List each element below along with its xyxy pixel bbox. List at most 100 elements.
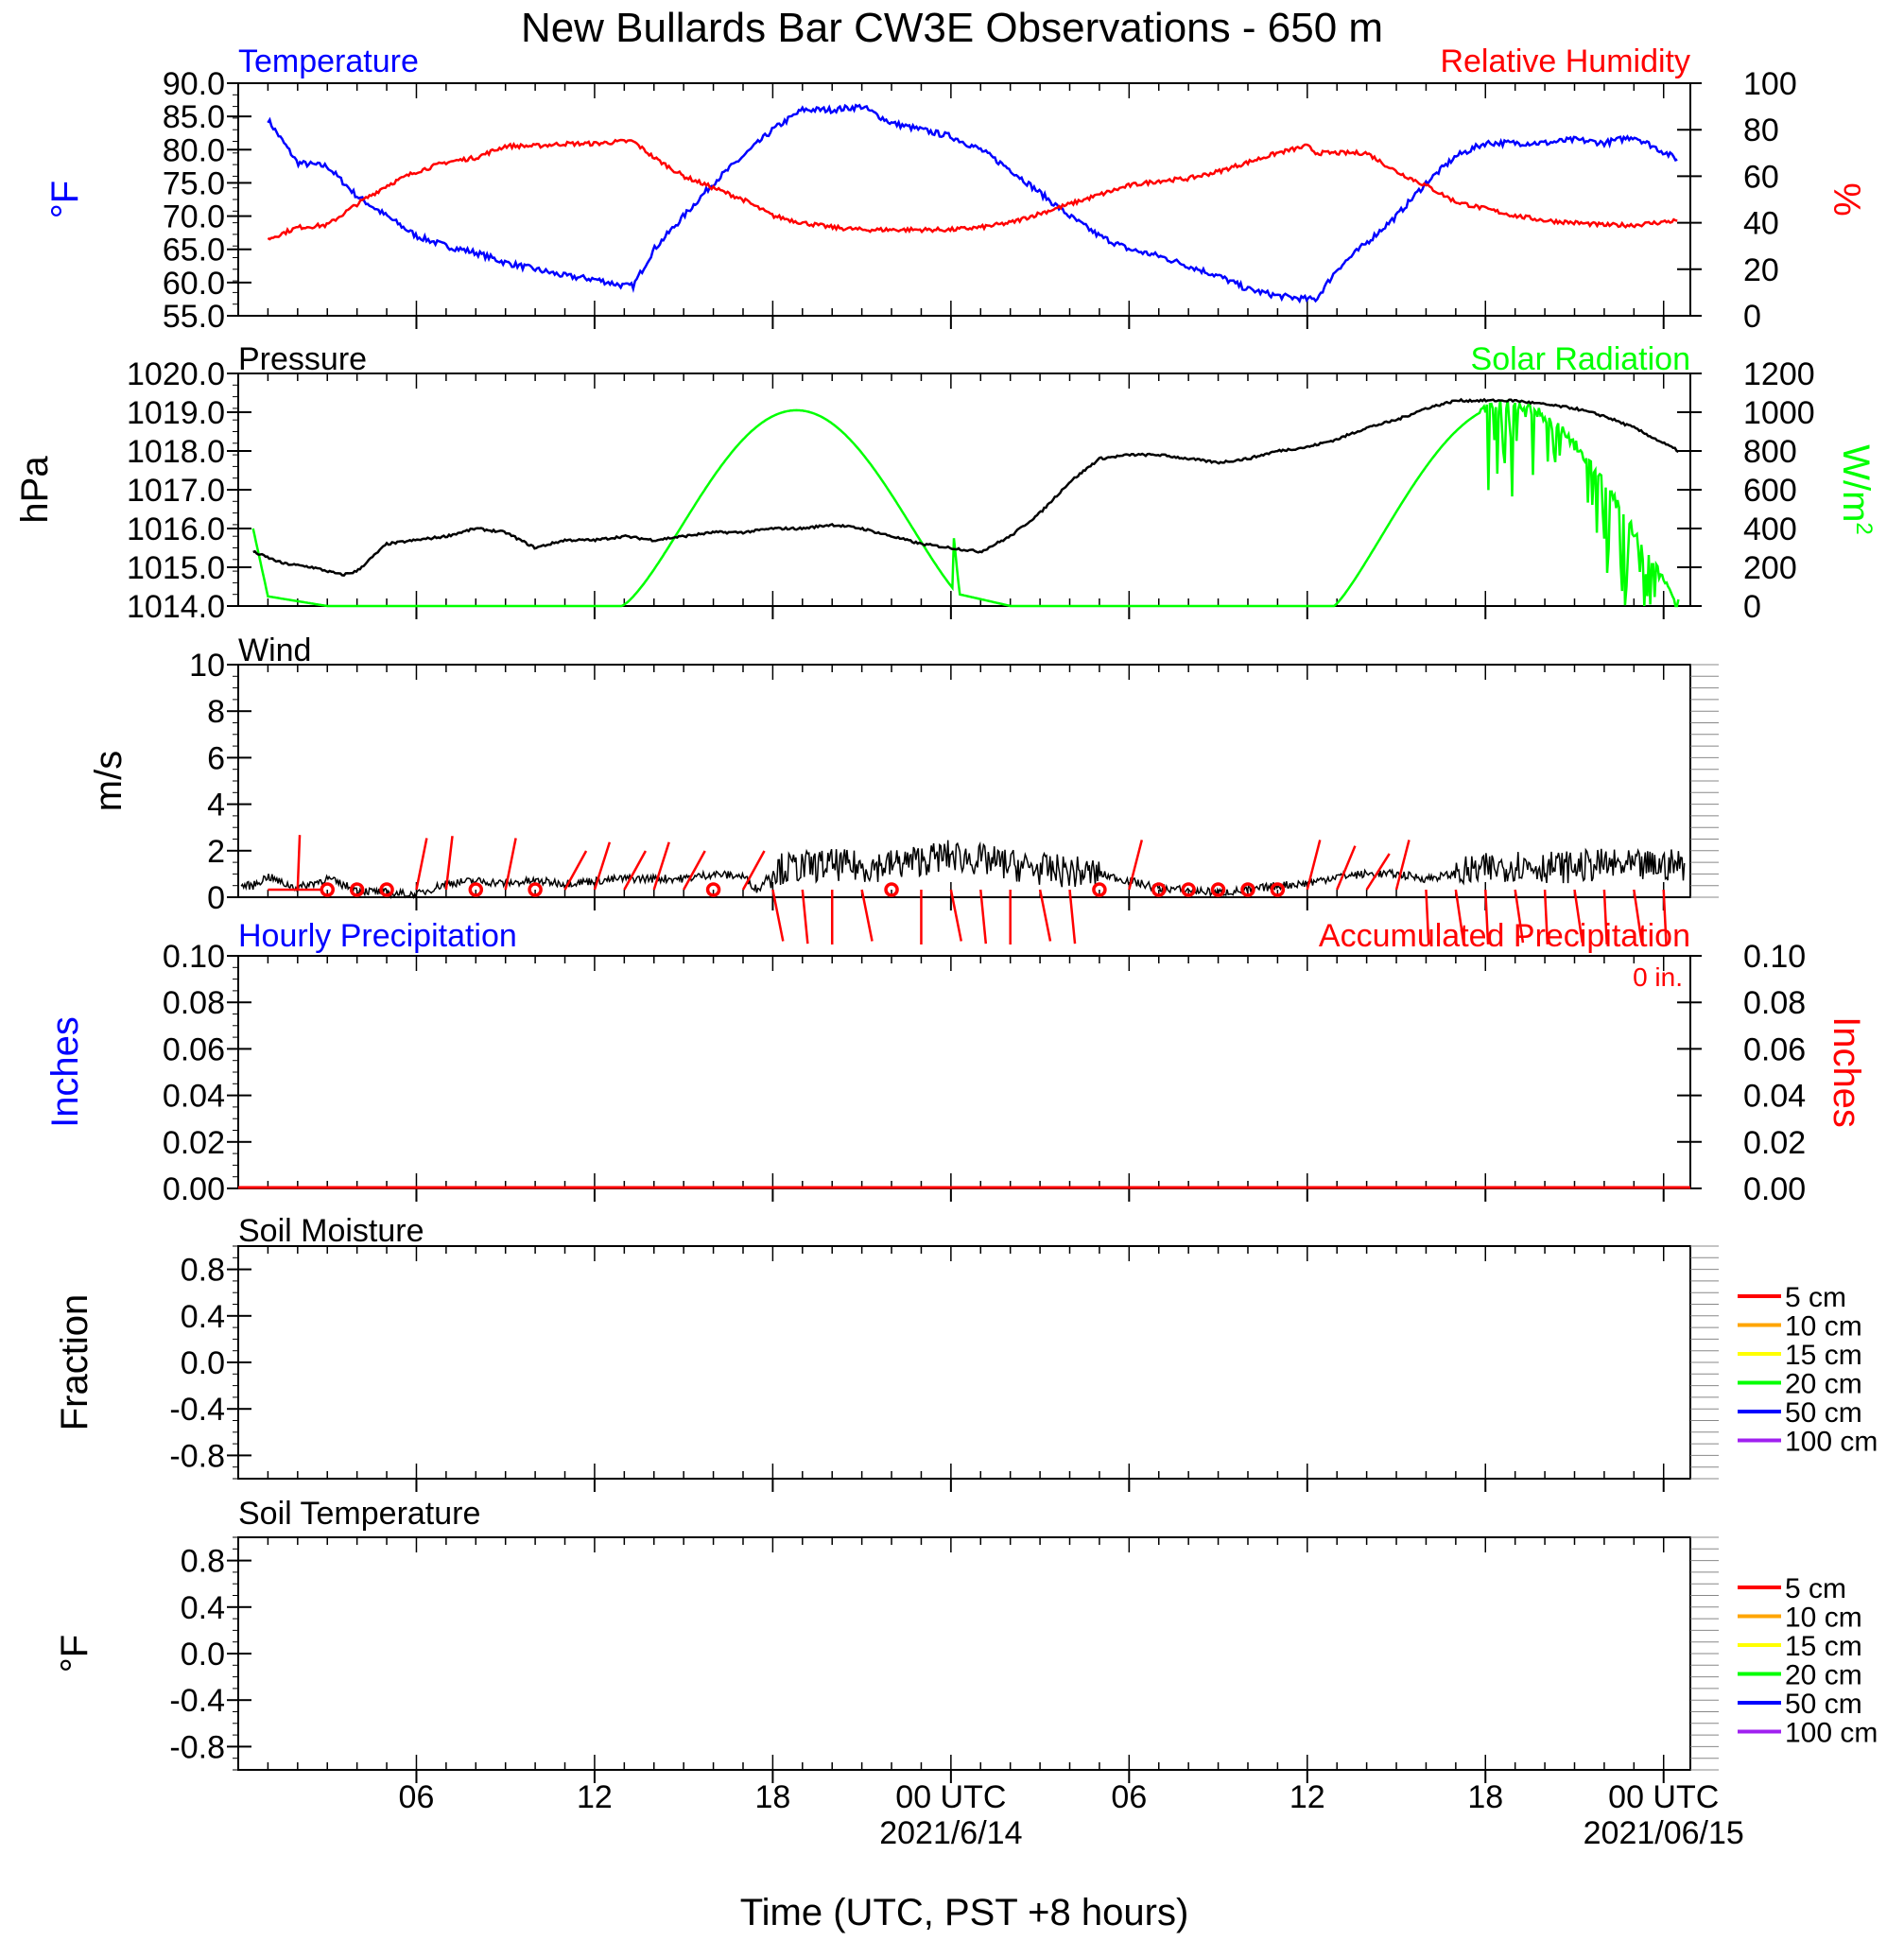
calm-wind-marker	[1240, 882, 1255, 897]
y-tick-label: -0.8	[169, 1729, 225, 1765]
calm-wind-marker	[320, 882, 335, 897]
panel-frame	[237, 1536, 1691, 1771]
y-tick-label-right: 800	[1743, 434, 1797, 470]
wind-barb	[683, 850, 706, 891]
panel-soil-temp: Soil Temperature °F -0.8 -0.4 0.0 0.4 0.8 5 …	[54, 1496, 1878, 1783]
calm-wind-marker	[1270, 882, 1286, 897]
x-tick-label: 00 UTC	[895, 1779, 1006, 1815]
y-tick-label-right: 0.10	[1743, 939, 1806, 975]
solar-title: Solar Radiation	[1471, 341, 1690, 377]
wind-barb	[444, 836, 454, 891]
temperature-axis-label: °F	[44, 181, 86, 218]
wind-barb	[1602, 889, 1608, 945]
y-tick-label: 0.0	[181, 1345, 225, 1381]
wind-barb	[1633, 889, 1643, 944]
calm-wind-marker	[379, 882, 394, 897]
wind-barb	[1128, 840, 1144, 891]
wind-barb	[415, 838, 428, 891]
y-tick-label: 0.04	[163, 1079, 225, 1115]
x-tick-label: 06	[1111, 1779, 1147, 1815]
legend-label: 20 cm	[1785, 1369, 1862, 1400]
y-tick-label-right: 100	[1743, 66, 1797, 102]
hourly-precip-tick-labels: 0.00 0.02 0.04 0.06 0.08 0.10	[163, 939, 251, 1207]
y-tick-label: 4	[207, 788, 225, 823]
soil-moisture-axis-label: Fraction	[54, 1294, 95, 1431]
y-tick-label: 60.0	[163, 266, 225, 302]
humidity-tick-labels: 0 20 40 60 80 100	[1677, 66, 1797, 335]
wind-barb	[1394, 840, 1411, 891]
calm-wind-marker	[1151, 882, 1167, 897]
temperature-tick-labels: 55.060.065.070.075.080.085.090.0	[163, 66, 251, 335]
y-tick-label: 0.8	[181, 1544, 225, 1580]
legend-label: 20 cm	[1785, 1660, 1862, 1691]
y-tick-label: 0.08	[163, 985, 225, 1021]
solar-axis-label: W/m2	[1835, 444, 1877, 535]
wind-axis-label: m/s	[88, 751, 130, 811]
y-tick-label-right: 400	[1743, 511, 1797, 547]
soil-temp-axis-label: °F	[54, 1635, 95, 1672]
y-tick-label: 1019.0	[127, 395, 225, 431]
pressure-axis-label: hPa	[14, 456, 56, 524]
legend-label: 100 cm	[1785, 1718, 1878, 1749]
y-tick-label-right: 1200	[1743, 356, 1815, 392]
panel-precip: Hourly Precipitation Accumulated Precipi…	[44, 918, 1867, 1207]
y-tick-label: 0.8	[181, 1253, 225, 1289]
soil-moisture-title: Soil Moisture	[238, 1213, 424, 1249]
y-tick-label: 0.4	[181, 1299, 225, 1335]
wind-title: Wind	[238, 633, 311, 668]
panel-frame	[237, 373, 1691, 607]
y-tick-label: 10	[189, 648, 225, 684]
time-gridticks	[267, 83, 1665, 329]
wind-barb	[949, 889, 963, 942]
precip-total-label: 0 in.	[1633, 962, 1683, 992]
y-tick-label-right: 600	[1743, 473, 1797, 509]
y-tick-label: 0.02	[163, 1125, 225, 1161]
y-tick-label: 1017.0	[127, 473, 225, 509]
y-tick-label: 1020.0	[127, 356, 225, 392]
wind-barb	[1662, 889, 1668, 945]
temperature-title: Temperature	[238, 43, 419, 79]
y-tick-label: 75.0	[163, 165, 225, 201]
y-tick-label: 85.0	[163, 99, 225, 135]
y-tick-label: 90.0	[163, 66, 225, 102]
wind-barb	[801, 889, 809, 945]
y-tick-label: -0.8	[169, 1438, 225, 1474]
panel-frame	[237, 1245, 1691, 1480]
y-tick-label-right: 0	[1743, 589, 1761, 625]
y-tick-label: 1014.0	[127, 589, 225, 625]
wind-barb	[1543, 889, 1549, 945]
y-tick-label: 65.0	[163, 233, 225, 269]
pressure-series-line	[252, 397, 1679, 578]
y-tick-label: -0.4	[169, 1392, 225, 1428]
temperature-series-line	[267, 103, 1678, 304]
pressure-title: Pressure	[238, 341, 367, 377]
wind-barb	[1484, 889, 1490, 945]
calm-wind-marker	[349, 882, 365, 897]
legend-label: 15 cm	[1785, 1631, 1862, 1662]
soil-temp-title: Soil Temperature	[238, 1496, 480, 1532]
y-tick-label-right: 0.02	[1743, 1125, 1806, 1161]
y-tick-label-right: 20	[1743, 252, 1779, 288]
time-gridticks	[267, 1246, 1665, 1492]
legend-label: 100 cm	[1785, 1427, 1878, 1458]
wind-barb	[1514, 889, 1525, 944]
humidity-series-line	[267, 138, 1678, 241]
y-tick-label-right: 80	[1743, 113, 1779, 148]
x-tick-label: 18	[1467, 1779, 1503, 1815]
chart-title: New Bullards Bar CW3E Observations - 650…	[521, 5, 1383, 51]
y-tick-label: 6	[207, 740, 225, 776]
wind-barb	[1365, 853, 1391, 891]
wind-speed-series-line	[240, 840, 1686, 900]
x-date-label: 2021/6/14	[879, 1815, 1022, 1851]
pressure-tick-labels: 1014.01015.01016.01017.01018.01019.01020…	[127, 356, 251, 625]
y-tick-label-right: 200	[1743, 550, 1797, 586]
x-tick-label: 12	[1290, 1779, 1325, 1815]
solar-series-line	[251, 399, 1680, 608]
calm-wind-marker	[705, 882, 721, 897]
wind-barbs	[268, 835, 1668, 945]
y-tick-label: 0.06	[163, 1031, 225, 1067]
